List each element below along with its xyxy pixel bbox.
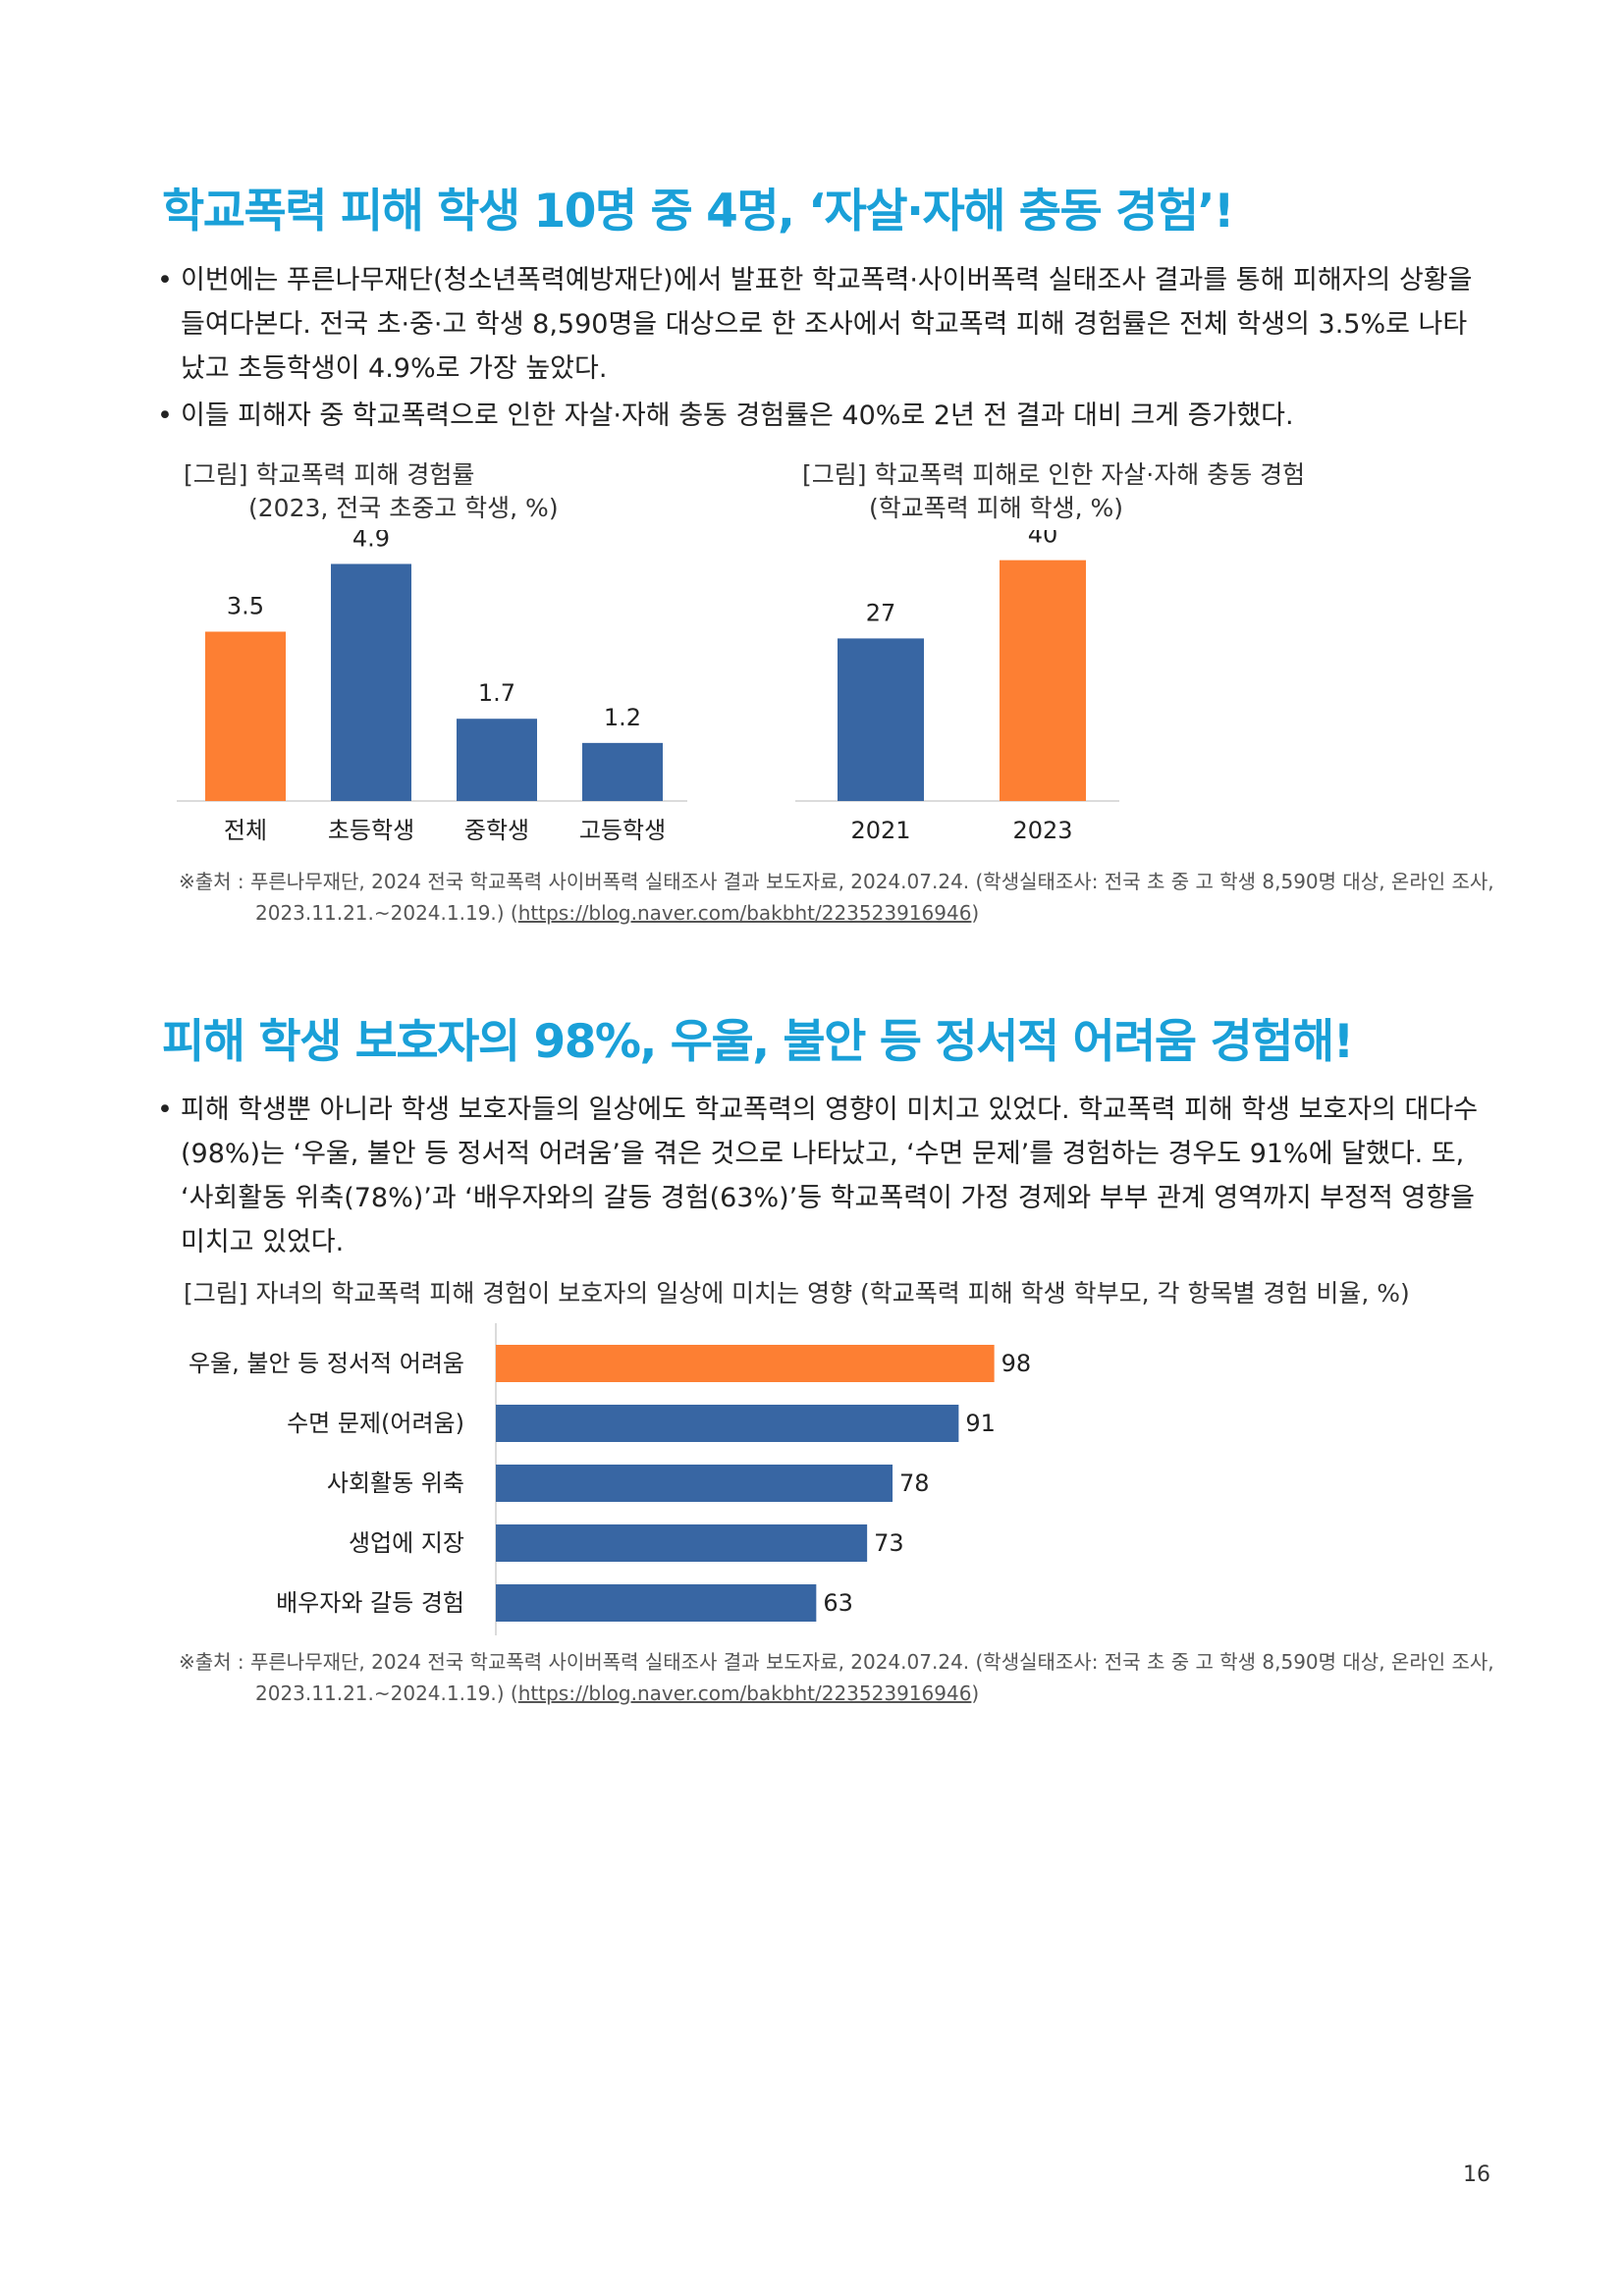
- data-label: 1.7: [478, 679, 515, 707]
- bar: [582, 742, 663, 801]
- source-line: ※출처 : 푸른나무재단, 2024 전국 학교폭력 사이버폭력 실태조사 결과…: [179, 1650, 1494, 1674]
- data-label: 73: [874, 1529, 904, 1557]
- source-paren: ): [971, 1682, 980, 1705]
- bar: [496, 1345, 995, 1382]
- category-label: 우울, 불안 등 정서적 어려움: [189, 1350, 464, 1377]
- data-label: 91: [965, 1410, 996, 1437]
- category-label: 고등학생: [579, 817, 666, 844]
- source-date: 2023.11.21.~2024.1.19.) (: [255, 1682, 518, 1705]
- section2-source: ※출처 : 푸른나무재단, 2024 전국 학교폭력 사이버폭력 실태조사 결과…: [179, 1646, 1494, 1709]
- source-date: 2023.11.21.~2024.1.19.) (: [255, 901, 518, 925]
- bullet-dot: •: [157, 265, 173, 295]
- category-label: 사회활동 위축: [327, 1469, 464, 1497]
- bar: [1000, 560, 1086, 801]
- category-label: 초등학생: [328, 817, 414, 844]
- bullet-text: 이번에는 푸른나무재단(청소년폭력예방재단)에서 발표한 학교폭력·사이버폭력 …: [181, 265, 1473, 384]
- data-label: 1.2: [604, 704, 641, 731]
- category-label: 전체: [224, 817, 267, 844]
- section2-bullet-1: • 피해 학생뿐 아니라 학생 보호자들의 일상에도 학교폭력의 영향이 미치고…: [157, 1088, 1485, 1264]
- data-label: 40: [1028, 530, 1058, 549]
- chart1-caption-subtitle: (2023, 전국 초중고 학생, %): [248, 494, 559, 522]
- chart2-caption-title: [그림] 학교폭력 피해로 인한 자살·자해 충동 경험: [802, 460, 1306, 489]
- section1-bullet-2: • 이들 피해자 중 학교폭력으로 인한 자살·자해 충동 경험률은 40%로 …: [157, 394, 1485, 438]
- category-label: 배우자와 갈등 경험: [276, 1589, 464, 1617]
- bullet-text: 피해 학생뿐 아니라 학생 보호자들의 일상에도 학교폭력의 영향이 미치고 있…: [181, 1095, 1479, 1257]
- data-label: 3.5: [227, 593, 264, 620]
- section2-heading: 피해 학생 보호자의 98%, 우울, 불안 등 정서적 어려움 경험해!: [162, 1015, 1354, 1069]
- source-paren: ): [971, 901, 980, 925]
- bar: [496, 1405, 959, 1442]
- category-label: 중학생: [464, 817, 529, 844]
- category-label: 2023: [1012, 817, 1072, 844]
- bar: [838, 638, 924, 801]
- bar: [205, 631, 286, 801]
- category-label: 2021: [850, 817, 910, 844]
- chart-self-harm-impulse: 27 2021 40 2023: [795, 530, 1119, 844]
- source-link[interactable]: https://blog.naver.com/bakbht/2235239169…: [517, 1682, 972, 1705]
- data-label: 98: [1001, 1350, 1032, 1377]
- category-label: 생업에 지장: [349, 1529, 464, 1557]
- data-label: 63: [823, 1589, 853, 1617]
- page-number: 16: [1463, 2163, 1490, 2187]
- source-line-2: 2023.11.21.~2024.1.19.) (https://blog.na…: [179, 1678, 1494, 1709]
- bar: [331, 563, 411, 801]
- data-label: 4.9: [352, 530, 390, 553]
- section1-source: ※출처 : 푸른나무재단, 2024 전국 학교폭력 사이버폭력 실태조사 결과…: [179, 866, 1494, 929]
- bar: [457, 719, 537, 801]
- chart3-caption: [그림] 자녀의 학교폭력 피해 경험이 보호자의 일상에 미치는 영향 (학교…: [184, 1279, 1410, 1308]
- chart-guardian-impact: 우울, 불안 등 정서적 어려움 98 수면 문제(어려움) 91 사회활동 위축 78 생…: [189, 1323, 1032, 1635]
- data-label: 27: [866, 599, 896, 626]
- section1-heading: 학교폭력 피해 학생 10명 중 4명, ‘자살·자해 충동 경험’!: [162, 185, 1234, 239]
- source-line: ※출처 : 푸른나무재단, 2024 전국 학교폭력 사이버폭력 실태조사 결과…: [179, 870, 1494, 893]
- bar: [496, 1524, 868, 1562]
- chart2-caption-subtitle: (학교폭력 피해 학생, %): [869, 494, 1124, 522]
- section1-bullet-1: • 이번에는 푸른나무재단(청소년폭력예방재단)에서 발표한 학교폭력·사이버폭…: [157, 258, 1485, 391]
- bar: [496, 1465, 893, 1502]
- source-line-2: 2023.11.21.~2024.1.19.) (https://blog.na…: [179, 897, 1494, 929]
- chart-victim-rate: 3.5 전체 4.9 초등학생 1.7 중학생 1.2 고등학생: [177, 530, 687, 844]
- bullet-text: 이들 피해자 중 학교폭력으로 인한 자살·자해 충동 경험률은 40%로 2년…: [181, 400, 1294, 431]
- bullet-dot: •: [157, 1095, 173, 1125]
- source-link[interactable]: https://blog.naver.com/bakbht/2235239169…: [517, 901, 972, 925]
- category-label: 수면 문제(어려움): [287, 1410, 464, 1437]
- data-label: 78: [899, 1469, 930, 1497]
- bar: [496, 1584, 817, 1622]
- chart1-caption-title: [그림] 학교폭력 피해 경험률: [184, 460, 475, 489]
- bullet-dot: •: [157, 400, 173, 431]
